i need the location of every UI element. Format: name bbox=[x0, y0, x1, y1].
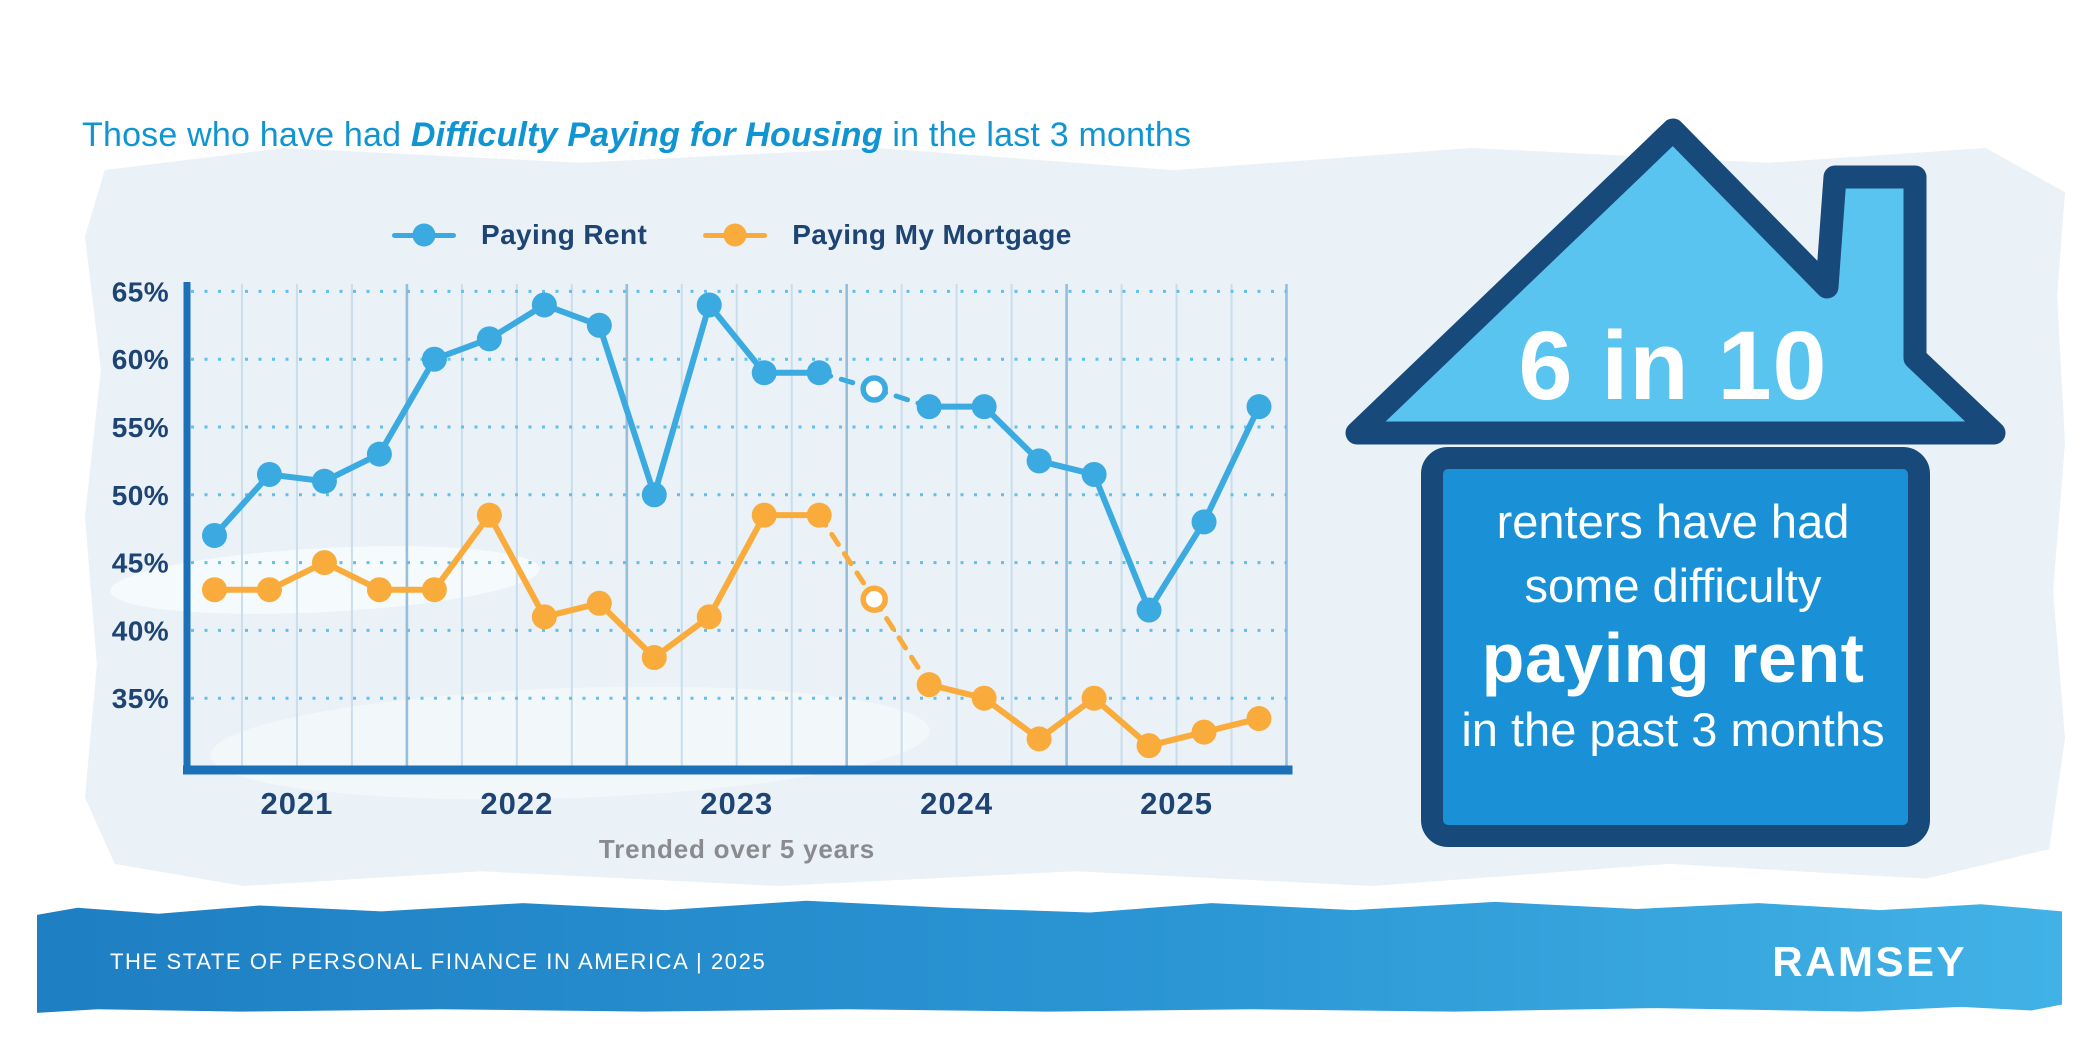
line-segment bbox=[376, 356, 438, 458]
data-point bbox=[311, 550, 337, 576]
data-point bbox=[696, 292, 722, 318]
house-graphic bbox=[1345, 118, 2006, 847]
line-segment bbox=[1146, 518, 1208, 614]
series-paying-rent bbox=[201, 292, 1272, 623]
house-body bbox=[1421, 447, 1930, 847]
data-point bbox=[751, 360, 777, 386]
line-segment bbox=[706, 301, 768, 376]
y-axis-labels: 65% 60% 55% 50% 45% 40% 35% bbox=[112, 276, 169, 714]
data-point bbox=[641, 482, 667, 508]
data-point-interpolated bbox=[860, 375, 888, 403]
data-point bbox=[256, 577, 282, 603]
line-segment bbox=[431, 512, 493, 593]
line-segment-dashed bbox=[816, 512, 877, 602]
y-tick-label: 60% bbox=[112, 344, 169, 375]
data-point bbox=[916, 394, 942, 420]
legend-label-paying-rent: Paying Rent bbox=[481, 219, 648, 250]
data-point bbox=[1246, 394, 1272, 420]
data-point bbox=[586, 312, 612, 338]
title-prefix: Those who have had bbox=[82, 116, 411, 154]
footer-text: THE STATE OF PERSONAL FINANCE IN AMERICA… bbox=[110, 949, 767, 974]
line-segment bbox=[596, 322, 658, 498]
data-point bbox=[476, 502, 502, 528]
data-point bbox=[641, 645, 667, 671]
data-point bbox=[1081, 685, 1107, 711]
line-segment bbox=[706, 512, 768, 620]
footer-band: THE STATE OF PERSONAL FINANCE IN AMERICA… bbox=[37, 900, 2062, 1013]
data-point bbox=[971, 685, 997, 711]
stat-emphasis: paying rent bbox=[1481, 619, 1865, 697]
data-point bbox=[421, 346, 447, 372]
data-point bbox=[916, 672, 942, 698]
data-point bbox=[256, 461, 282, 487]
y-tick-label: 45% bbox=[112, 548, 169, 579]
house-roof-chimney bbox=[1345, 118, 2006, 445]
rent-line-marker-icon bbox=[392, 223, 456, 247]
data-point bbox=[366, 441, 392, 467]
data-point bbox=[366, 577, 392, 603]
line-segment bbox=[651, 301, 713, 498]
data-point bbox=[531, 292, 557, 318]
stat-description: renters have had some difficulty paying … bbox=[1423, 490, 1923, 762]
line-segment bbox=[211, 471, 273, 539]
data-point bbox=[806, 502, 832, 528]
legend-label-paying-mortgage: Paying My Mortgage bbox=[792, 219, 1072, 250]
y-tick-label: 50% bbox=[112, 480, 169, 511]
legend-item-paying-mortgage: Paying My Mortgage bbox=[703, 219, 1071, 251]
data-point bbox=[201, 577, 227, 603]
data-point-interpolated bbox=[860, 585, 888, 613]
data-point bbox=[971, 394, 997, 420]
ramsey-logo: RAMSEY bbox=[1772, 938, 1967, 985]
data-point bbox=[1191, 509, 1217, 535]
data-point bbox=[1081, 461, 1107, 487]
mortgage-line-marker-icon bbox=[703, 223, 768, 247]
y-tick-label: 55% bbox=[112, 412, 169, 443]
data-point bbox=[1136, 733, 1162, 759]
y-tick-label: 40% bbox=[112, 615, 169, 646]
data-point bbox=[1136, 597, 1162, 623]
data-point bbox=[696, 604, 722, 630]
data-point bbox=[751, 502, 777, 528]
y-tick-label: 65% bbox=[112, 276, 169, 307]
data-point bbox=[586, 590, 612, 616]
data-point bbox=[311, 468, 337, 494]
page-title: Those who have had Difficulty Paying for… bbox=[82, 116, 1191, 155]
vertical-gridlines bbox=[240, 284, 1288, 770]
data-point bbox=[1026, 448, 1052, 474]
stat-line-3: in the past 3 months bbox=[1461, 703, 1885, 756]
chart-caption: Trended over 5 years bbox=[598, 834, 876, 864]
data-point bbox=[1191, 719, 1217, 745]
data-point bbox=[201, 522, 227, 548]
data-point bbox=[476, 326, 502, 352]
data-point bbox=[421, 577, 447, 603]
data-point bbox=[531, 604, 557, 630]
line-segment-dashed bbox=[871, 596, 932, 688]
x-year-label: 2022 bbox=[480, 786, 553, 821]
x-year-label: 2023 bbox=[700, 786, 773, 821]
title-emphasis: Difficulty Paying for Housing bbox=[410, 116, 883, 154]
line-chart: 65%60%55%50%45%40%35%2021 2022 2023 2024 202… bbox=[112, 276, 1293, 821]
stat-line-2: some difficulty bbox=[1524, 559, 1822, 612]
x-year-label: 2021 bbox=[260, 786, 333, 821]
series-paying-my-mortgage bbox=[201, 502, 1272, 759]
data-point bbox=[806, 360, 832, 386]
data-point bbox=[1246, 706, 1272, 732]
line-segment bbox=[981, 403, 1043, 464]
chart-legend: Paying Rent Paying My Mortgage bbox=[392, 219, 1072, 251]
line-segment bbox=[1201, 403, 1263, 525]
x-year-label: 2025 bbox=[1140, 786, 1213, 821]
x-axis-labels: 2021 2022 2023 2024 2025 bbox=[260, 786, 1213, 821]
title-suffix: in the last 3 months bbox=[882, 116, 1192, 154]
stat-headline: 6 in 10 bbox=[1518, 311, 1828, 420]
y-tick-label: 35% bbox=[112, 683, 169, 714]
legend-item-paying-rent: Paying Rent bbox=[392, 219, 647, 251]
line-segment bbox=[596, 600, 658, 661]
stat-line-1: renters have had bbox=[1496, 495, 1850, 548]
line-segment bbox=[486, 512, 548, 620]
x-year-label: 2024 bbox=[920, 786, 993, 821]
data-point bbox=[1026, 726, 1052, 752]
line-segment bbox=[1091, 471, 1153, 614]
